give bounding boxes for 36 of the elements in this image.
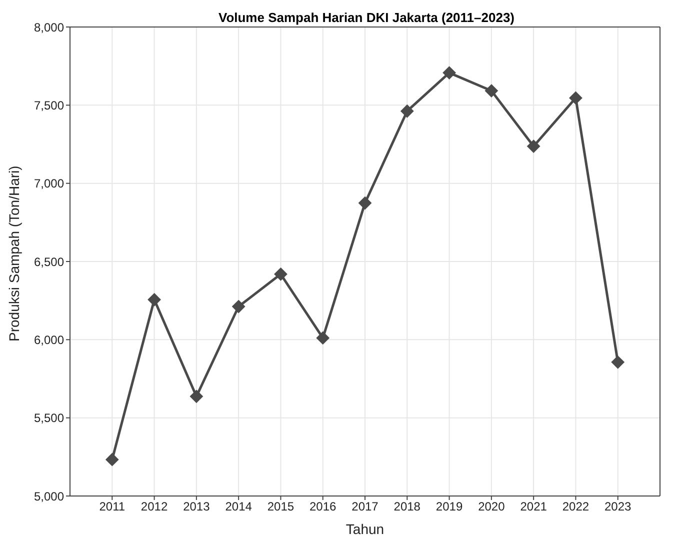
y-tick-label: 6,500 (34, 254, 64, 269)
x-tick-label: 2023 (604, 500, 632, 514)
y-axis-title: Produksi Sampah (Ton/Hari) (6, 166, 22, 342)
y-tick-label: 8,000 (34, 20, 64, 34)
point (358, 196, 372, 210)
x-tick-label: 2021 (520, 500, 548, 514)
point (274, 268, 288, 281)
point (569, 91, 582, 104)
y-tick-label: 5,500 (34, 411, 64, 426)
x-tick-label: 2011 (99, 500, 126, 514)
y-tick-label: 7,500 (34, 98, 64, 112)
x-tick-label: 2015 (267, 500, 294, 514)
x-tick-label: 2014 (225, 500, 252, 514)
x-tick-label: 2016 (310, 500, 337, 514)
x-tick-label: 2017 (352, 500, 379, 514)
x-tick-label: 2022 (562, 500, 590, 514)
chart-title: Volume Sampah Harian DKI Jakarta (2011–2023) (217, 10, 516, 25)
point (232, 300, 246, 314)
point (484, 84, 498, 98)
point (190, 390, 203, 403)
y-tick-label: 7,000 (34, 176, 64, 191)
x-axis-title: Tahun (346, 521, 384, 537)
y-tick-label: 6,000 (34, 332, 64, 347)
x-tick-label: 2019 (436, 500, 463, 514)
point (527, 140, 540, 153)
y-tick-label: 5,000 (34, 489, 64, 504)
point (106, 453, 119, 466)
point (400, 104, 414, 118)
point (148, 293, 161, 306)
x-tick-label: 2012 (140, 500, 168, 514)
point (316, 331, 330, 344)
x-tick-label: 2020 (478, 500, 506, 514)
point (611, 356, 624, 369)
point (442, 66, 456, 80)
x-tick-label: 2018 (394, 500, 421, 514)
x-tick-label: 2013 (183, 500, 210, 514)
